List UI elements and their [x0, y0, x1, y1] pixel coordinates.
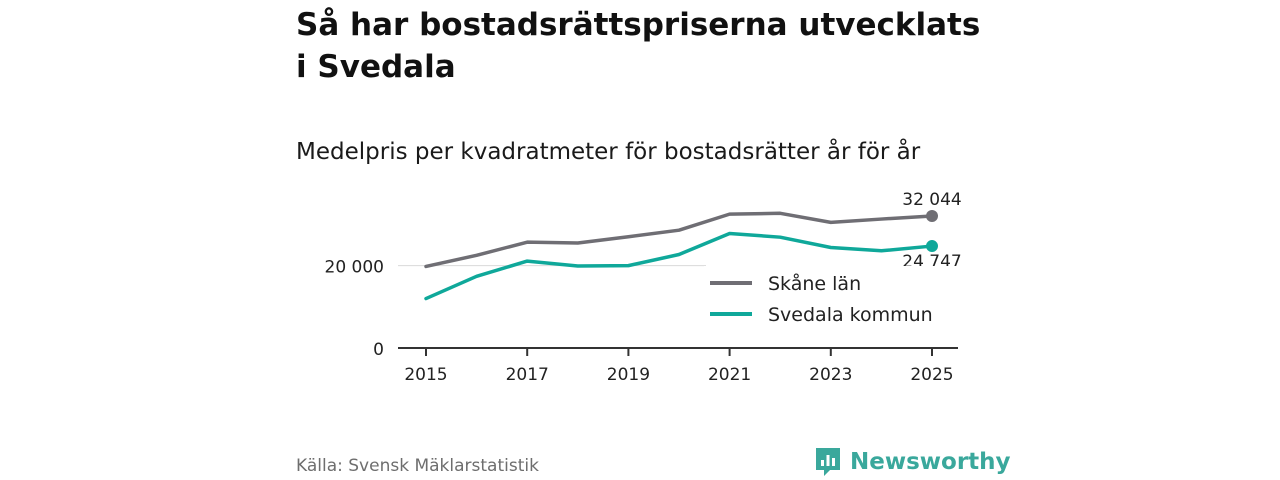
chart-subtitle: Medelpris per kvadratmeter för bostadsrä…	[296, 139, 921, 165]
x-tick-label: 2019	[607, 365, 650, 385]
x-axis: 2015 2017 2019 2021 2023 2025	[398, 347, 958, 385]
series-line-skane-lan	[424, 211, 934, 269]
brand-name: Newsworthy	[850, 449, 1011, 475]
legend-background	[704, 266, 960, 330]
brand-logo: Newsworthy	[814, 446, 1011, 478]
y-tick-label: 0	[373, 340, 384, 360]
x-tick-label: 2023	[809, 365, 852, 385]
x-tick-label: 2021	[708, 365, 751, 385]
series-end-label: 32 044	[902, 190, 961, 210]
newsworthy-logo-icon	[816, 448, 840, 476]
x-tick-label: 2015	[404, 365, 447, 385]
x-tick-label: 2025	[910, 365, 953, 385]
legend-label: Skåne län	[768, 272, 861, 295]
x-tick-label: 2017	[506, 365, 549, 385]
series-line-svedala-kommun	[424, 231, 934, 301]
chart-title: Så har bostadsrättspriserna utvecklats i…	[296, 7, 981, 85]
series-lines	[424, 210, 938, 301]
legend-label: Svedala kommun	[768, 304, 933, 326]
line-chart: 020 000 2015 2017 2019 2021 2023 2025 32 0442…	[325, 190, 962, 385]
gridlines: 0 20 000	[325, 258, 706, 360]
series-end-point	[926, 210, 938, 222]
source-note: Källa: Svensk Mäklarstatistik	[296, 456, 539, 476]
legend: Skåne län Svedala kommun	[704, 266, 960, 330]
y-tick-label: 20 000	[325, 258, 384, 278]
series-end-point	[926, 240, 938, 253]
